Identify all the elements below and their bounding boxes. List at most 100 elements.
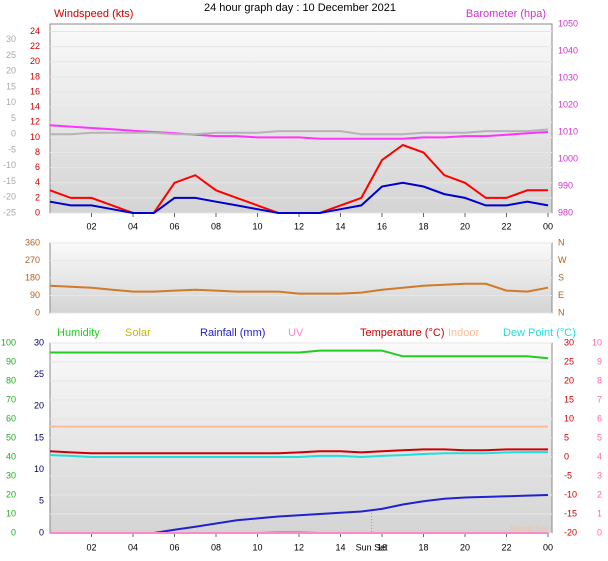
y-tick-label: 0 xyxy=(35,207,40,217)
x-tick-label: 06 xyxy=(169,542,179,552)
x-tick-label: 20 xyxy=(460,221,470,231)
x-tick-label: 04 xyxy=(128,542,138,552)
y3-tick-label: -20 xyxy=(3,192,16,202)
y-tick-label: 90 xyxy=(6,356,16,366)
y2-tick-label: -20 xyxy=(564,527,577,537)
series-line xyxy=(50,128,549,136)
y-tick-label: 20 xyxy=(6,489,16,499)
x-tick-label: 18 xyxy=(418,221,428,231)
y4-tick-label: 4 xyxy=(597,451,602,461)
y2-tick-label: 20 xyxy=(564,375,574,385)
y3-tick-label: -5 xyxy=(8,144,16,154)
y2-tick-label: 5 xyxy=(564,432,569,442)
y2-tick-label: -15 xyxy=(564,508,577,518)
y-tick-label: 8 xyxy=(35,147,40,157)
y3-tick-label: 10 xyxy=(6,97,16,107)
y-tick-label: 24 xyxy=(30,26,40,36)
y4-tick-label: 10 xyxy=(592,337,602,347)
y-tick-label: 4 xyxy=(35,177,40,187)
plot-area xyxy=(49,23,553,214)
x-tick-label: 10 xyxy=(252,542,262,552)
y2-tick-label: 1050 xyxy=(558,18,578,28)
annotation: Moon Set xyxy=(510,523,549,533)
x-tick-label: 16 xyxy=(377,221,387,231)
page-title: 24 hour graph day : 10 December 2021 xyxy=(204,2,396,14)
x-tick-label: 10 xyxy=(252,221,262,231)
y-tick-label: 80 xyxy=(6,375,16,385)
y2-tick-label: 10 xyxy=(564,413,574,423)
x-tick-label: 06 xyxy=(169,221,179,231)
x-tick-label: 00 xyxy=(543,221,553,231)
series-line xyxy=(49,448,548,455)
y2-tick-label: 980 xyxy=(558,207,573,217)
y3-tick-label: 0 xyxy=(11,129,16,139)
y3-tick-label: 25 xyxy=(34,369,44,379)
y3-tick-label: 5 xyxy=(11,113,16,123)
x-tick-label: 02 xyxy=(86,221,96,231)
y2-tick-label: 30 xyxy=(564,337,574,347)
y3-tick-label: 10 xyxy=(34,464,44,474)
y2-tick-label: 25 xyxy=(564,356,574,366)
y2-tick-label: 0 xyxy=(564,451,569,461)
y2-tick-label: -10 xyxy=(564,489,577,499)
y4-tick-label: 6 xyxy=(597,413,602,423)
y3-tick-label: 20 xyxy=(34,401,44,411)
y-tick-label: 2 xyxy=(35,192,40,202)
y3-tick-label: 15 xyxy=(34,432,44,442)
y-axis-title: Windspeed (kts) xyxy=(54,8,133,20)
y4-tick-label: 5 xyxy=(597,432,602,442)
x-tick-label: 14 xyxy=(335,221,345,231)
y3-tick-label: 20 xyxy=(6,66,16,76)
y2-tick-label: 1010 xyxy=(558,126,578,136)
y2-tick-label: 990 xyxy=(558,180,573,190)
series-line xyxy=(50,349,549,360)
y-tick-label: 90 xyxy=(30,290,40,300)
y3-tick-label: 30 xyxy=(34,337,44,347)
y3-tick-label: 30 xyxy=(6,34,16,44)
legend-entry: Indoor xyxy=(448,327,480,339)
y-tick-label: 16 xyxy=(30,86,40,96)
y-tick-label: 22 xyxy=(30,41,40,51)
y-tick-label: 10 xyxy=(6,508,16,518)
y3-tick-label: -15 xyxy=(3,176,16,186)
y4-tick-label: 2 xyxy=(597,489,602,499)
x-tick-label: 22 xyxy=(501,221,511,231)
y2-tick-label: 1020 xyxy=(558,99,578,109)
y-tick-label: 100 xyxy=(1,337,16,347)
y2-tick-label: 15 xyxy=(564,394,574,404)
y-tick-label: 18 xyxy=(30,71,40,81)
y-tick-label: 30 xyxy=(6,470,16,480)
y2-axis-title: Barometer (hpa) xyxy=(466,8,546,20)
legend-entry: Dew Point (°C) xyxy=(503,327,576,339)
y2-tick-label: N xyxy=(558,307,565,317)
y-tick-label: 12 xyxy=(30,117,40,127)
y-tick-label: 0 xyxy=(11,527,16,537)
y4-tick-label: 0 xyxy=(597,527,602,537)
y-tick-label: 14 xyxy=(30,102,40,112)
y-tick-label: 20 xyxy=(30,56,40,66)
x-tick-label: 12 xyxy=(294,221,304,231)
y-tick-label: 70 xyxy=(6,394,16,404)
x-tick-label: 08 xyxy=(211,221,221,231)
y-tick-label: 10 xyxy=(30,132,40,142)
legend-entry: Temperature (°C) xyxy=(360,327,444,339)
y4-tick-label: 8 xyxy=(597,375,602,385)
series-line xyxy=(49,451,548,459)
y3-tick-label: 25 xyxy=(6,50,16,60)
y2-tick-label: 1040 xyxy=(558,45,578,55)
x-tick-label: 04 xyxy=(128,221,138,231)
y-tick-label: 270 xyxy=(25,255,40,265)
y3-tick-label: -25 xyxy=(3,207,16,217)
y2-tick-label: W xyxy=(558,255,567,265)
y-tick-label: 60 xyxy=(6,413,16,423)
y4-tick-label: 3 xyxy=(597,470,602,480)
y-tick-label: 180 xyxy=(25,272,40,282)
y2-tick-label: 1000 xyxy=(558,153,578,163)
x-tick-label: 12 xyxy=(294,542,304,552)
x-tick-label: 08 xyxy=(211,542,221,552)
y-tick-label: 40 xyxy=(6,451,16,461)
y3-tick-label: 0 xyxy=(39,527,44,537)
x-tick-label: 20 xyxy=(460,542,470,552)
x-tick-label: 22 xyxy=(501,542,511,552)
y3-tick-label: 5 xyxy=(39,496,44,506)
